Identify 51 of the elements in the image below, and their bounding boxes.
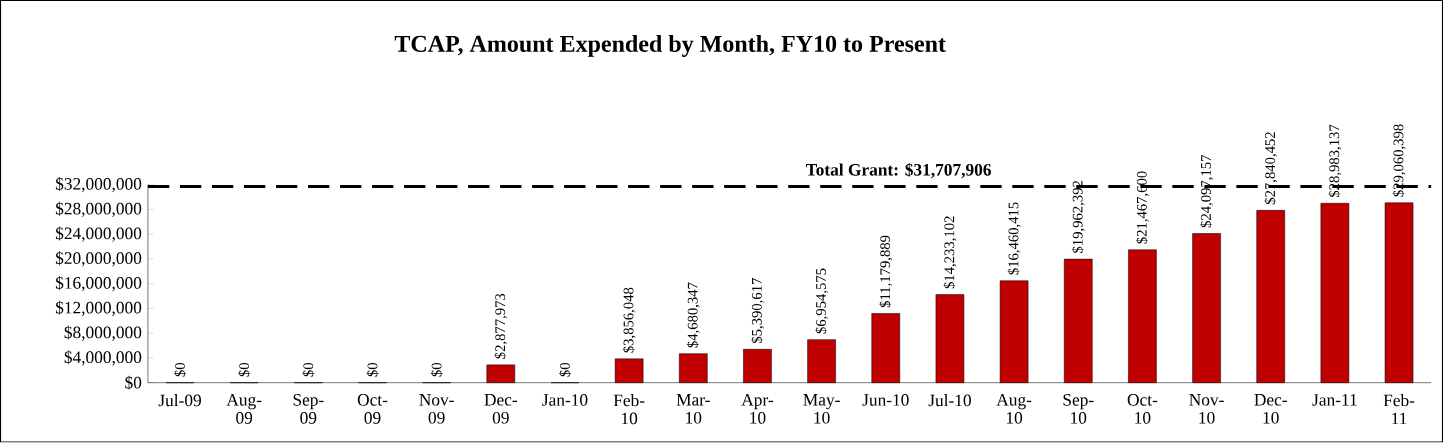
- x-tick-label: Oct-09: [357, 394, 388, 424]
- x-tick-label: Feb-11: [1383, 394, 1415, 425]
- y-tick-label: $20,000,000: [55, 251, 142, 267]
- data-label: $0: [238, 363, 251, 377]
- chart-title: TCAP, Amount Expended by Month, FY10 to Present: [394, 35, 946, 58]
- x-tick-label: Aug-10: [996, 394, 1032, 424]
- x-tick-label: Feb-10: [613, 394, 645, 425]
- y-tick-label: $28,000,000: [55, 201, 142, 218]
- y-tick-label: $24,000,000: [55, 226, 142, 242]
- x-tick-label: Jul-10: [928, 394, 971, 407]
- data-label: $21,467,600: [1135, 171, 1149, 244]
- x-tick-label: Sep-09: [293, 394, 324, 424]
- data-label: $27,840,452: [1264, 132, 1278, 205]
- x-tick-label: Jun-10: [862, 394, 909, 406]
- ref-line-label: Total Grant: $31,707,906: [805, 163, 991, 179]
- data-label: $19,962,392: [1071, 181, 1085, 254]
- y-tick-label: $16,000,000: [55, 276, 142, 292]
- x-tick-label: Sep-10: [1063, 394, 1094, 424]
- x-tick-label: Nov-09: [419, 394, 454, 424]
- x-tick-label: Aug-09: [226, 394, 262, 424]
- x-tick-label: Apr-10: [741, 394, 774, 424]
- data-label: $0: [174, 363, 186, 377]
- data-label: $0: [430, 363, 443, 377]
- data-label: $0: [559, 363, 571, 377]
- y-tick-label: $32,000,000: [55, 177, 142, 193]
- x-tick-label: Jan-11: [1312, 394, 1357, 406]
- x-tick-label: Dec-09: [484, 394, 518, 424]
- data-label: $24,097,157: [1200, 155, 1214, 228]
- data-label: $28,983,137: [1328, 124, 1342, 198]
- data-label: $2,877,973: [494, 294, 508, 359]
- x-tick-label: Jul-09: [158, 394, 201, 407]
- x-tick-label: Nov-10: [1189, 394, 1224, 424]
- y-tick-label: $8,000,000: [64, 325, 142, 341]
- y-tick-label: $12,000,000: [55, 301, 142, 317]
- x-tick-label: May-10: [803, 394, 840, 424]
- data-label: $29,060,398: [1392, 124, 1406, 197]
- data-label: $0: [366, 363, 379, 377]
- x-tick-label: Mar-10: [676, 394, 710, 424]
- x-tick-label: Oct-10: [1127, 394, 1158, 424]
- y-tick-label: $0: [125, 375, 142, 390]
- data-label: $4,680,347: [686, 282, 700, 348]
- data-label: $3,856,048: [622, 287, 636, 353]
- data-label: $0: [302, 363, 315, 377]
- data-label: $14,233,102: [943, 216, 957, 289]
- data-label: $16,460,415: [1007, 202, 1021, 275]
- y-tick-label: $4,000,000: [64, 350, 142, 366]
- data-label: $6,954,575: [815, 268, 829, 334]
- data-label: $11,179,889: [879, 235, 893, 308]
- x-tick-label: Dec-10: [1254, 394, 1287, 424]
- x-tick-label: Jan-10: [542, 394, 588, 406]
- data-label: $5,390,617: [751, 278, 764, 344]
